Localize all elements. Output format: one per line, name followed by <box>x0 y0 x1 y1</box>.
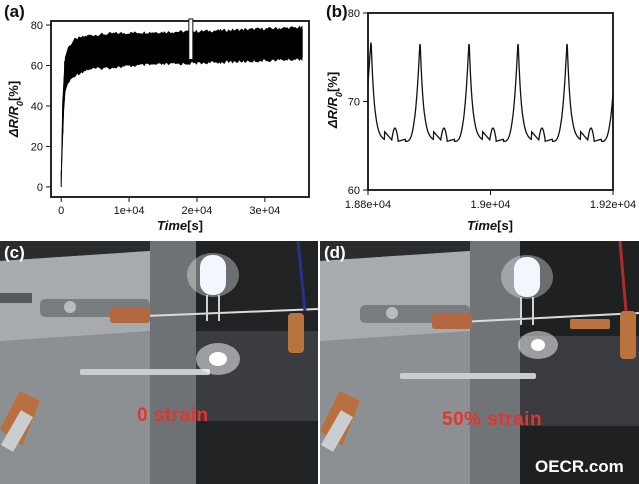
chart-a-y-tick-label: 20 <box>31 141 43 153</box>
photo-d-scene <box>320 241 639 484</box>
panel-label-b: (b) <box>326 2 348 21</box>
chart-a-x-tick-label: 3e+04 <box>249 205 280 217</box>
strain-label-c: 0 strain <box>137 405 209 426</box>
chart-b-x-tick-label: 1.92e+04 <box>590 199 636 211</box>
watermark: OECR.com <box>535 457 624 476</box>
chart-a-x-tick-label: 1e+04 <box>114 205 145 217</box>
chart-a-x-tick-label: 0 <box>58 205 64 217</box>
chart-a-y-axis: 0 20 40 60 80 <box>31 20 51 194</box>
chart-a: 0 1e+04 2e+04 3e+04 0 20 40 60 80 Time[s] ΔR/R0… <box>6 18 310 233</box>
panel-label-a: (a) <box>4 2 25 21</box>
chart-b-y-tick-label: 80 <box>348 8 360 20</box>
chart-b-x-axis: 1.88e+04 1.9e+04 1.92e+04 <box>345 190 636 211</box>
photo-c: (c) 0 strain <box>0 241 318 484</box>
chart-b-y-title: ΔR/R0[%] <box>325 72 344 129</box>
chart-a-y-tick-label: 80 <box>31 20 43 32</box>
chart-a-zoom-box <box>188 18 194 60</box>
chart-b-y-axis: 60 70 80 <box>348 8 368 197</box>
chart-a-y-tick-label: 0 <box>37 182 43 194</box>
photo-d: (d) 50% strain OECR.com <box>320 241 639 484</box>
chart-b-y-tick-label: 60 <box>348 185 360 197</box>
chart-b-y-tick-label: 70 <box>348 97 360 109</box>
chart-b-x-tick-label: 1.88e+04 <box>345 199 391 211</box>
panel-label-d: (d) <box>324 243 346 262</box>
chart-a-x-title: Time[s] <box>157 218 203 233</box>
chart-a-oscillation <box>60 29 303 187</box>
strain-label-d: 50% strain <box>442 409 543 430</box>
chart-a-x-axis: 0 1e+04 2e+04 3e+04 <box>58 197 280 217</box>
chart-a-y-tick-label: 40 <box>31 101 43 113</box>
photo-c-scene <box>0 241 318 484</box>
chart-a-frame <box>50 20 310 198</box>
chart-a-signal-band <box>60 25 303 187</box>
chart-a-x-tick-label: 2e+04 <box>182 205 213 217</box>
chart-b-frame <box>367 12 614 191</box>
chart-b: 1.88e+04 1.9e+04 1.92e+04 60 70 80 Time[s] Δ… <box>325 8 636 233</box>
chart-b-signal-line <box>367 42 614 143</box>
chart-b-x-tick-label: 1.9e+04 <box>470 199 510 211</box>
chart-a-y-tick-label: 60 <box>31 61 43 73</box>
panel-label-c: (c) <box>4 243 25 262</box>
chart-a-y-title: ΔR/R0[%] <box>6 81 25 138</box>
chart-b-x-title: Time[s] <box>467 218 513 233</box>
